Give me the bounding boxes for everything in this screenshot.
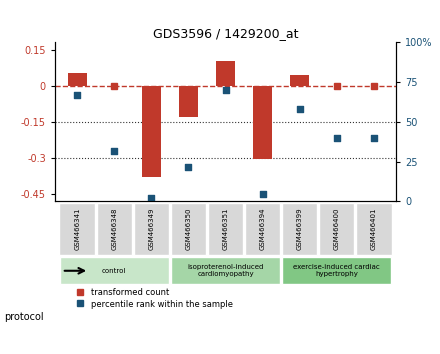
Point (185, 164, 192, 169)
Point (296, 107, 303, 112)
Bar (142, 86, 161, 177)
Text: exercise-induced cardiac
hypertrophy: exercise-induced cardiac hypertrophy (293, 264, 380, 277)
Bar (216, 61, 235, 86)
Text: GSM466351: GSM466351 (223, 207, 228, 250)
Text: GSM466350: GSM466350 (185, 207, 191, 250)
Point (370, 135, 377, 141)
Bar (179, 86, 198, 117)
Bar (290, 75, 309, 86)
Text: GSM466349: GSM466349 (148, 207, 154, 250)
Text: control: control (102, 268, 126, 274)
Point (111, 148, 118, 153)
Text: GSM466394: GSM466394 (260, 207, 266, 250)
Point (259, 191, 266, 196)
Legend: transformed count, percentile rank within the sample: transformed count, percentile rank withi… (76, 288, 233, 309)
Text: protocol: protocol (4, 312, 44, 322)
FancyBboxPatch shape (60, 257, 169, 284)
Point (74, 92, 81, 98)
FancyBboxPatch shape (134, 202, 169, 255)
Text: GSM466348: GSM466348 (111, 207, 117, 250)
Text: isoproterenol-induced
cardiomyopathy: isoproterenol-induced cardiomyopathy (187, 264, 264, 277)
FancyBboxPatch shape (356, 202, 392, 255)
FancyBboxPatch shape (245, 202, 280, 255)
FancyBboxPatch shape (171, 202, 206, 255)
Text: GSM466401: GSM466401 (371, 207, 377, 250)
Text: GSM466341: GSM466341 (74, 207, 80, 250)
Point (333, 135, 340, 141)
FancyBboxPatch shape (282, 257, 391, 284)
FancyBboxPatch shape (319, 202, 355, 255)
FancyBboxPatch shape (59, 202, 95, 255)
Text: GSM466400: GSM466400 (334, 207, 340, 250)
FancyBboxPatch shape (96, 202, 132, 255)
Point (148, 195, 155, 201)
FancyBboxPatch shape (282, 202, 317, 255)
FancyBboxPatch shape (208, 202, 243, 255)
Text: GSM466399: GSM466399 (297, 207, 303, 250)
FancyBboxPatch shape (171, 257, 280, 284)
Bar (253, 86, 272, 159)
Title: GDS3596 / 1429200_at: GDS3596 / 1429200_at (153, 27, 298, 40)
Point (222, 87, 229, 93)
Bar (68, 73, 87, 86)
